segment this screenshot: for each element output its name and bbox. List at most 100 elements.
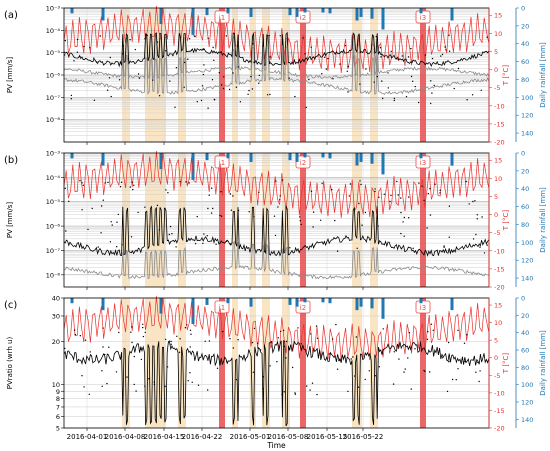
data-point <box>300 343 302 345</box>
data-point <box>468 203 470 205</box>
rainfall-bar <box>159 298 163 314</box>
data-point <box>481 216 483 218</box>
data-point <box>66 51 68 54</box>
rainfall-bar <box>419 298 423 304</box>
data-point <box>480 89 482 92</box>
data-point <box>335 323 337 326</box>
data-point <box>443 246 445 248</box>
data-point <box>407 56 410 58</box>
data-point <box>282 329 285 332</box>
data-point <box>191 381 193 383</box>
rainfall-bar <box>355 153 359 166</box>
data-point <box>374 190 376 193</box>
temperature-tick-label: -5 <box>494 372 500 380</box>
data-point <box>302 37 304 39</box>
data-point <box>148 378 150 380</box>
highlight-band <box>352 153 362 287</box>
data-point <box>277 206 279 208</box>
data-point <box>168 233 170 236</box>
data-point <box>403 371 405 373</box>
data-point <box>84 339 87 341</box>
data-point <box>463 342 466 344</box>
data-point <box>309 389 311 391</box>
data-point <box>235 86 238 88</box>
data-point <box>368 370 370 372</box>
event-band <box>219 8 225 142</box>
data-point <box>400 248 403 250</box>
rainfall-bar <box>295 8 299 17</box>
data-point <box>110 95 112 98</box>
data-point <box>146 34 148 36</box>
data-point <box>447 341 450 344</box>
data-point <box>356 44 359 46</box>
rainfall-tick-label: 100 <box>521 381 533 389</box>
data-point <box>377 225 379 227</box>
data-point <box>187 380 189 382</box>
data-point <box>229 193 232 195</box>
y-tick-label: 10⁻⁷ <box>46 94 61 102</box>
data-point <box>338 359 341 361</box>
temperature-tick-label: 0 <box>494 354 498 362</box>
data-point <box>107 181 109 184</box>
rainfall-bar <box>303 153 307 158</box>
data-point <box>408 217 410 219</box>
data-point <box>232 195 234 197</box>
data-point <box>294 392 296 394</box>
data-point <box>310 190 313 192</box>
event-label: i1 <box>219 159 225 167</box>
data-point <box>457 368 459 370</box>
rainfall-bar <box>381 153 385 175</box>
rainfall-tick-label: 120 <box>521 257 533 265</box>
data-point <box>263 250 266 253</box>
rainfall-bar <box>205 153 209 161</box>
data-point <box>64 347 66 350</box>
data-point <box>274 234 277 237</box>
data-point <box>204 340 206 342</box>
data-point <box>339 63 341 65</box>
data-point <box>316 337 319 339</box>
data-point <box>216 367 219 369</box>
data-point <box>117 213 120 216</box>
event-label: i1 <box>219 304 225 312</box>
rainfall-bar <box>419 8 423 14</box>
data-point <box>381 80 383 82</box>
rainfall-bar <box>359 298 363 307</box>
series-secondary <box>63 34 490 80</box>
rainfall-bar <box>249 298 253 307</box>
data-point <box>466 334 468 336</box>
event-label-box <box>214 10 230 24</box>
data-point <box>346 70 348 73</box>
data-point <box>400 232 402 235</box>
data-point <box>235 378 238 381</box>
data-point <box>237 339 239 341</box>
data-point <box>70 94 73 97</box>
data-point <box>83 45 85 48</box>
data-point <box>448 34 450 36</box>
data-point <box>119 186 122 188</box>
data-point <box>126 376 128 378</box>
data-point <box>253 327 256 330</box>
data-point <box>188 182 190 184</box>
data-point <box>349 183 352 185</box>
data-point <box>250 75 252 78</box>
event-label: i2 <box>300 304 306 312</box>
temperature-tick-label: 15 <box>494 12 502 20</box>
data-point <box>403 235 405 237</box>
data-point <box>448 50 451 52</box>
data-point <box>120 181 123 183</box>
data-point <box>169 80 171 82</box>
data-point <box>219 214 221 217</box>
data-point <box>308 78 310 81</box>
y-tick-label: 7 <box>56 403 60 411</box>
data-point <box>93 57 95 59</box>
y-tick-label: 5 <box>56 425 60 433</box>
event-label: i2 <box>300 14 306 22</box>
data-point <box>164 385 166 387</box>
data-point <box>410 388 412 390</box>
rainfall-bar <box>101 8 105 21</box>
data-point <box>116 246 118 248</box>
rainfall-bar <box>328 298 332 304</box>
data-point <box>100 232 102 234</box>
data-point <box>466 99 468 101</box>
rainfall-bar <box>288 8 292 16</box>
